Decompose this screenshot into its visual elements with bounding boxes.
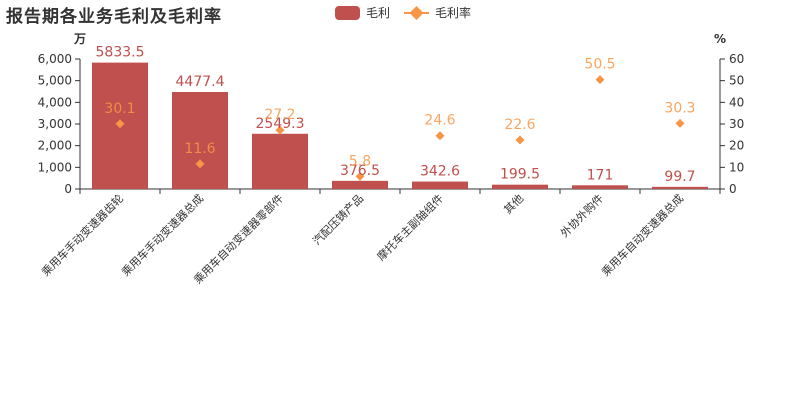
y-right-tick-label: 30: [729, 117, 744, 131]
bar-value-label: 199.5: [500, 167, 540, 183]
y-left-tick-label: 5,000: [38, 74, 72, 88]
point-value-label: 50.5: [584, 57, 615, 73]
y-right-tick-label: 0: [729, 182, 737, 196]
y-right-tick-label: 40: [729, 95, 744, 109]
bar: [332, 180, 388, 189]
bar-value-label: 171: [587, 167, 614, 183]
point-diamond: [195, 159, 205, 169]
point-value-label: 30.3: [664, 100, 695, 116]
bar-value-label: 4477.4: [176, 74, 225, 90]
y-left-tick-label: 1,000: [38, 160, 72, 174]
x-category-label: 乘用车自动变速器总成: [598, 191, 686, 279]
x-category-label: 乘用车自动变速器零部件: [191, 191, 286, 286]
legend-swatch-bar: [335, 5, 360, 20]
legend: 毛利 毛利率: [335, 4, 485, 21]
y-right-tick-label: 10: [729, 160, 744, 174]
point-value-label: 24.6: [424, 113, 455, 129]
bar-value-label: 5833.5: [96, 45, 145, 61]
y-left-tick-label: 0: [64, 182, 72, 196]
y-right-tick-label: 60: [729, 52, 744, 66]
y-left-tick-label: 4,000: [38, 95, 72, 109]
x-category-label: 乘用车手动变速器总成: [118, 191, 206, 279]
bar: [572, 185, 628, 189]
point-value-label: 27.2: [264, 107, 295, 123]
legend-label: 毛利: [366, 6, 391, 20]
point-diamond: [275, 125, 285, 135]
point-diamond: [515, 135, 525, 145]
x-category-label: 乘用车手动变速器齿轮: [38, 191, 126, 279]
chart-title: 报告期各业务毛利及毛利率: [6, 7, 222, 27]
point-diamond: [595, 75, 605, 85]
point-value-label: 5.8: [349, 153, 371, 169]
bar-value-label: 342.6: [420, 164, 460, 180]
bar: [652, 186, 708, 189]
point-diamond: [435, 131, 445, 141]
x-category-label: 汽配压铸产品: [310, 191, 367, 248]
bar-value-label: 2549.3: [256, 116, 305, 132]
point-value-label: 22.6: [504, 117, 535, 133]
y-left-tick-label: 2,000: [38, 139, 72, 153]
y-left-tick-label: 3,000: [38, 117, 72, 131]
y-right-tick-label: 50: [729, 74, 744, 88]
y-left-tick-label: 6,000: [38, 52, 72, 66]
y-right-tick-label: 20: [729, 139, 744, 153]
point-diamond: [115, 119, 125, 129]
bar: [412, 181, 468, 189]
y-left-unit: 万: [73, 32, 86, 46]
legend-label: 毛利率: [435, 6, 472, 20]
point-value-label: 11.6: [184, 141, 215, 157]
bar-value-label: 99.7: [664, 169, 695, 185]
point-value-label: 30.1: [104, 101, 135, 117]
x-category-label: 外协外购件: [557, 191, 606, 240]
legend-swatch-diamond-icon: [404, 5, 430, 20]
point-diamond: [355, 171, 365, 181]
y-right-unit: %: [714, 32, 726, 46]
bar: [172, 91, 228, 189]
point-diamond: [675, 118, 685, 128]
bar: [252, 133, 308, 189]
bar-value-label: 376.5: [340, 163, 380, 179]
x-category-label: 摩托车主副轴组件: [374, 191, 446, 263]
x-category-label: 其他: [501, 192, 526, 217]
legend-item-gross-profit[interactable]: 毛利: [335, 4, 390, 21]
legend-item-gross-margin[interactable]: 毛利率: [404, 4, 471, 21]
bar: [492, 184, 548, 189]
